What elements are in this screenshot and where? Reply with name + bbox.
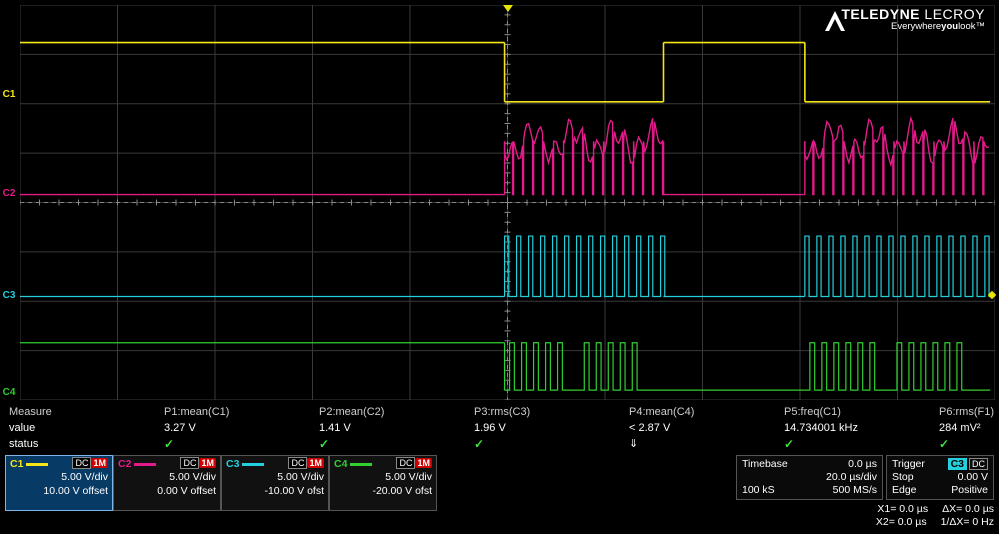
trigger-mode: Stop — [892, 471, 914, 484]
waveform-grid[interactable] — [20, 5, 995, 400]
channel-swatch — [350, 463, 372, 466]
status-ok-icon: ✓ — [939, 437, 949, 451]
meas-cell: 1.96 V — [470, 420, 625, 436]
trigger-title: Trigger — [892, 458, 925, 471]
brand-tag-bold: you — [941, 21, 958, 32]
meas-cell: ✓ — [315, 436, 470, 452]
status-ok-icon: ✓ — [319, 437, 329, 451]
channel-offset: -20.00 V ofst — [334, 484, 432, 498]
meas-header: Measure — [5, 404, 160, 420]
brand-logo: TELEDYNE LECROY Everywhereyoulook™ — [841, 6, 985, 32]
channel-box-c4[interactable]: C4 DC1M 5.00 V/div-20.00 V ofst — [329, 455, 437, 511]
timebase-samples: 100 kS — [742, 484, 775, 497]
meas-cell: 3.27 V — [160, 420, 315, 436]
channel-offset: -10.00 V ofst — [226, 484, 324, 498]
channel-box-c3[interactable]: C3 DC1M 5.00 V/div-10.00 V ofst — [221, 455, 329, 511]
channel-coupling: DC1M — [396, 458, 432, 468]
channel-swatch — [134, 463, 156, 466]
channel-vdiv: 5.00 V/div — [334, 470, 432, 484]
meas-cell: 1.41 V — [315, 420, 470, 436]
channel-coupling: DC1M — [180, 458, 216, 468]
meas-cell: ✓ — [935, 436, 999, 452]
meas-header: P4:mean(C4) — [625, 404, 780, 420]
channel-vdiv: 5.00 V/div — [10, 470, 108, 484]
channel-coupling: DC1M — [288, 458, 324, 468]
timebase-tdiv: 20.0 µs/div — [826, 471, 877, 484]
channel-name: C3 — [226, 458, 239, 470]
meas-header: P3:rms(C3) — [470, 404, 625, 420]
meas-cell: value — [5, 420, 160, 436]
trigger-position-marker[interactable] — [503, 5, 513, 12]
meas-cell: 284 mV² — [935, 420, 999, 436]
channel-name: C2 — [118, 458, 131, 470]
channel-descriptor-row: C1DC1M5.00 V/div10.00 V offsetC2DC1M5.00… — [5, 455, 437, 511]
channel-offset: 10.00 V offset — [10, 484, 108, 498]
timebase-box[interactable]: Timebase 0.0 µs 20.0 µs/div 100 kS 500 MS/… — [736, 455, 883, 500]
status-ok-icon: ✓ — [784, 437, 794, 451]
channel-zero-c2[interactable]: C2 — [0, 187, 18, 200]
meas-header: P5:freq(C1) — [780, 404, 935, 420]
channel-box-c1[interactable]: C1 DC1M 5.00 V/div10.00 V offset — [5, 455, 113, 511]
status-warn-icon: ⇓ — [629, 438, 638, 450]
status-ok-icon: ✓ — [164, 437, 174, 451]
brand-glyph — [821, 7, 849, 33]
timebase-delay: 0.0 µs — [848, 458, 877, 471]
meas-header: P2:mean(C2) — [315, 404, 470, 420]
trigger-level: 0.00 V — [958, 471, 988, 484]
cursor-x1: X1= 0.0 µs — [877, 503, 928, 516]
cursor-x2: X2= 0.0 µs — [876, 516, 927, 529]
trigger-source-badges: C3DC — [948, 458, 988, 471]
channel-swatch — [242, 463, 264, 466]
meas-header: P1:mean(C1) — [160, 404, 315, 420]
measurement-table: MeasureP1:mean(C1)P2:mean(C2)P3:rms(C3)P… — [5, 404, 995, 452]
trigger-coupling: DC — [969, 458, 988, 470]
meas-cell: ✓ — [780, 436, 935, 452]
meas-cell: < 2.87 V — [625, 420, 780, 436]
channel-swatch — [26, 463, 48, 466]
channel-zero-c1[interactable]: C1 — [0, 88, 18, 101]
cursor-dx: ΔX= 0.0 µs — [942, 503, 994, 516]
meas-cell: ⇓ — [625, 436, 780, 452]
meas-cell: status — [5, 436, 160, 452]
channel-zero-c4[interactable]: C4 — [0, 386, 18, 399]
meas-cell: 14.734001 kHz — [780, 420, 935, 436]
channel-name: C4 — [334, 458, 347, 470]
channel-vdiv: 5.00 V/div — [226, 470, 324, 484]
timebase-title: Timebase — [742, 458, 788, 471]
trigger-slope: Positive — [951, 484, 988, 497]
cursor-invdx: 1/ΔX= 0 Hz — [941, 516, 994, 529]
waveforms-svg — [20, 5, 995, 400]
cursor-readout: X1= 0.0 µs ΔX= 0.0 µs X2= 0.0 µs 1/ΔX= 0 H… — [734, 503, 994, 529]
status-ok-icon: ✓ — [474, 437, 484, 451]
meas-header: P6:rms(F1) — [935, 404, 999, 420]
brand-tag-post: look — [958, 21, 975, 32]
meas-cell: ✓ — [160, 436, 315, 452]
trigger-box[interactable]: Trigger C3DC Stop 0.00 V Edge Positive — [886, 455, 994, 500]
channel-offset: 0.00 V offset — [118, 484, 216, 498]
meas-cell: ✓ — [470, 436, 625, 452]
trigger-source: C3 — [948, 458, 967, 470]
channel-zero-c3[interactable]: C3 — [0, 289, 18, 302]
channel-vdiv: 5.00 V/div — [118, 470, 216, 484]
channel-name: C1 — [10, 458, 23, 470]
trigger-type: Edge — [892, 484, 917, 497]
brand-main: TELEDYNE — [841, 6, 920, 22]
channel-coupling: DC1M — [72, 458, 108, 468]
brand-tag-pre: Everywhere — [891, 21, 941, 32]
brand-sub: LECROY — [924, 6, 985, 22]
timebase-rate: 500 MS/s — [833, 484, 877, 497]
channel-box-c2[interactable]: C2 DC1M 5.00 V/div0.00 V offset — [113, 455, 221, 511]
